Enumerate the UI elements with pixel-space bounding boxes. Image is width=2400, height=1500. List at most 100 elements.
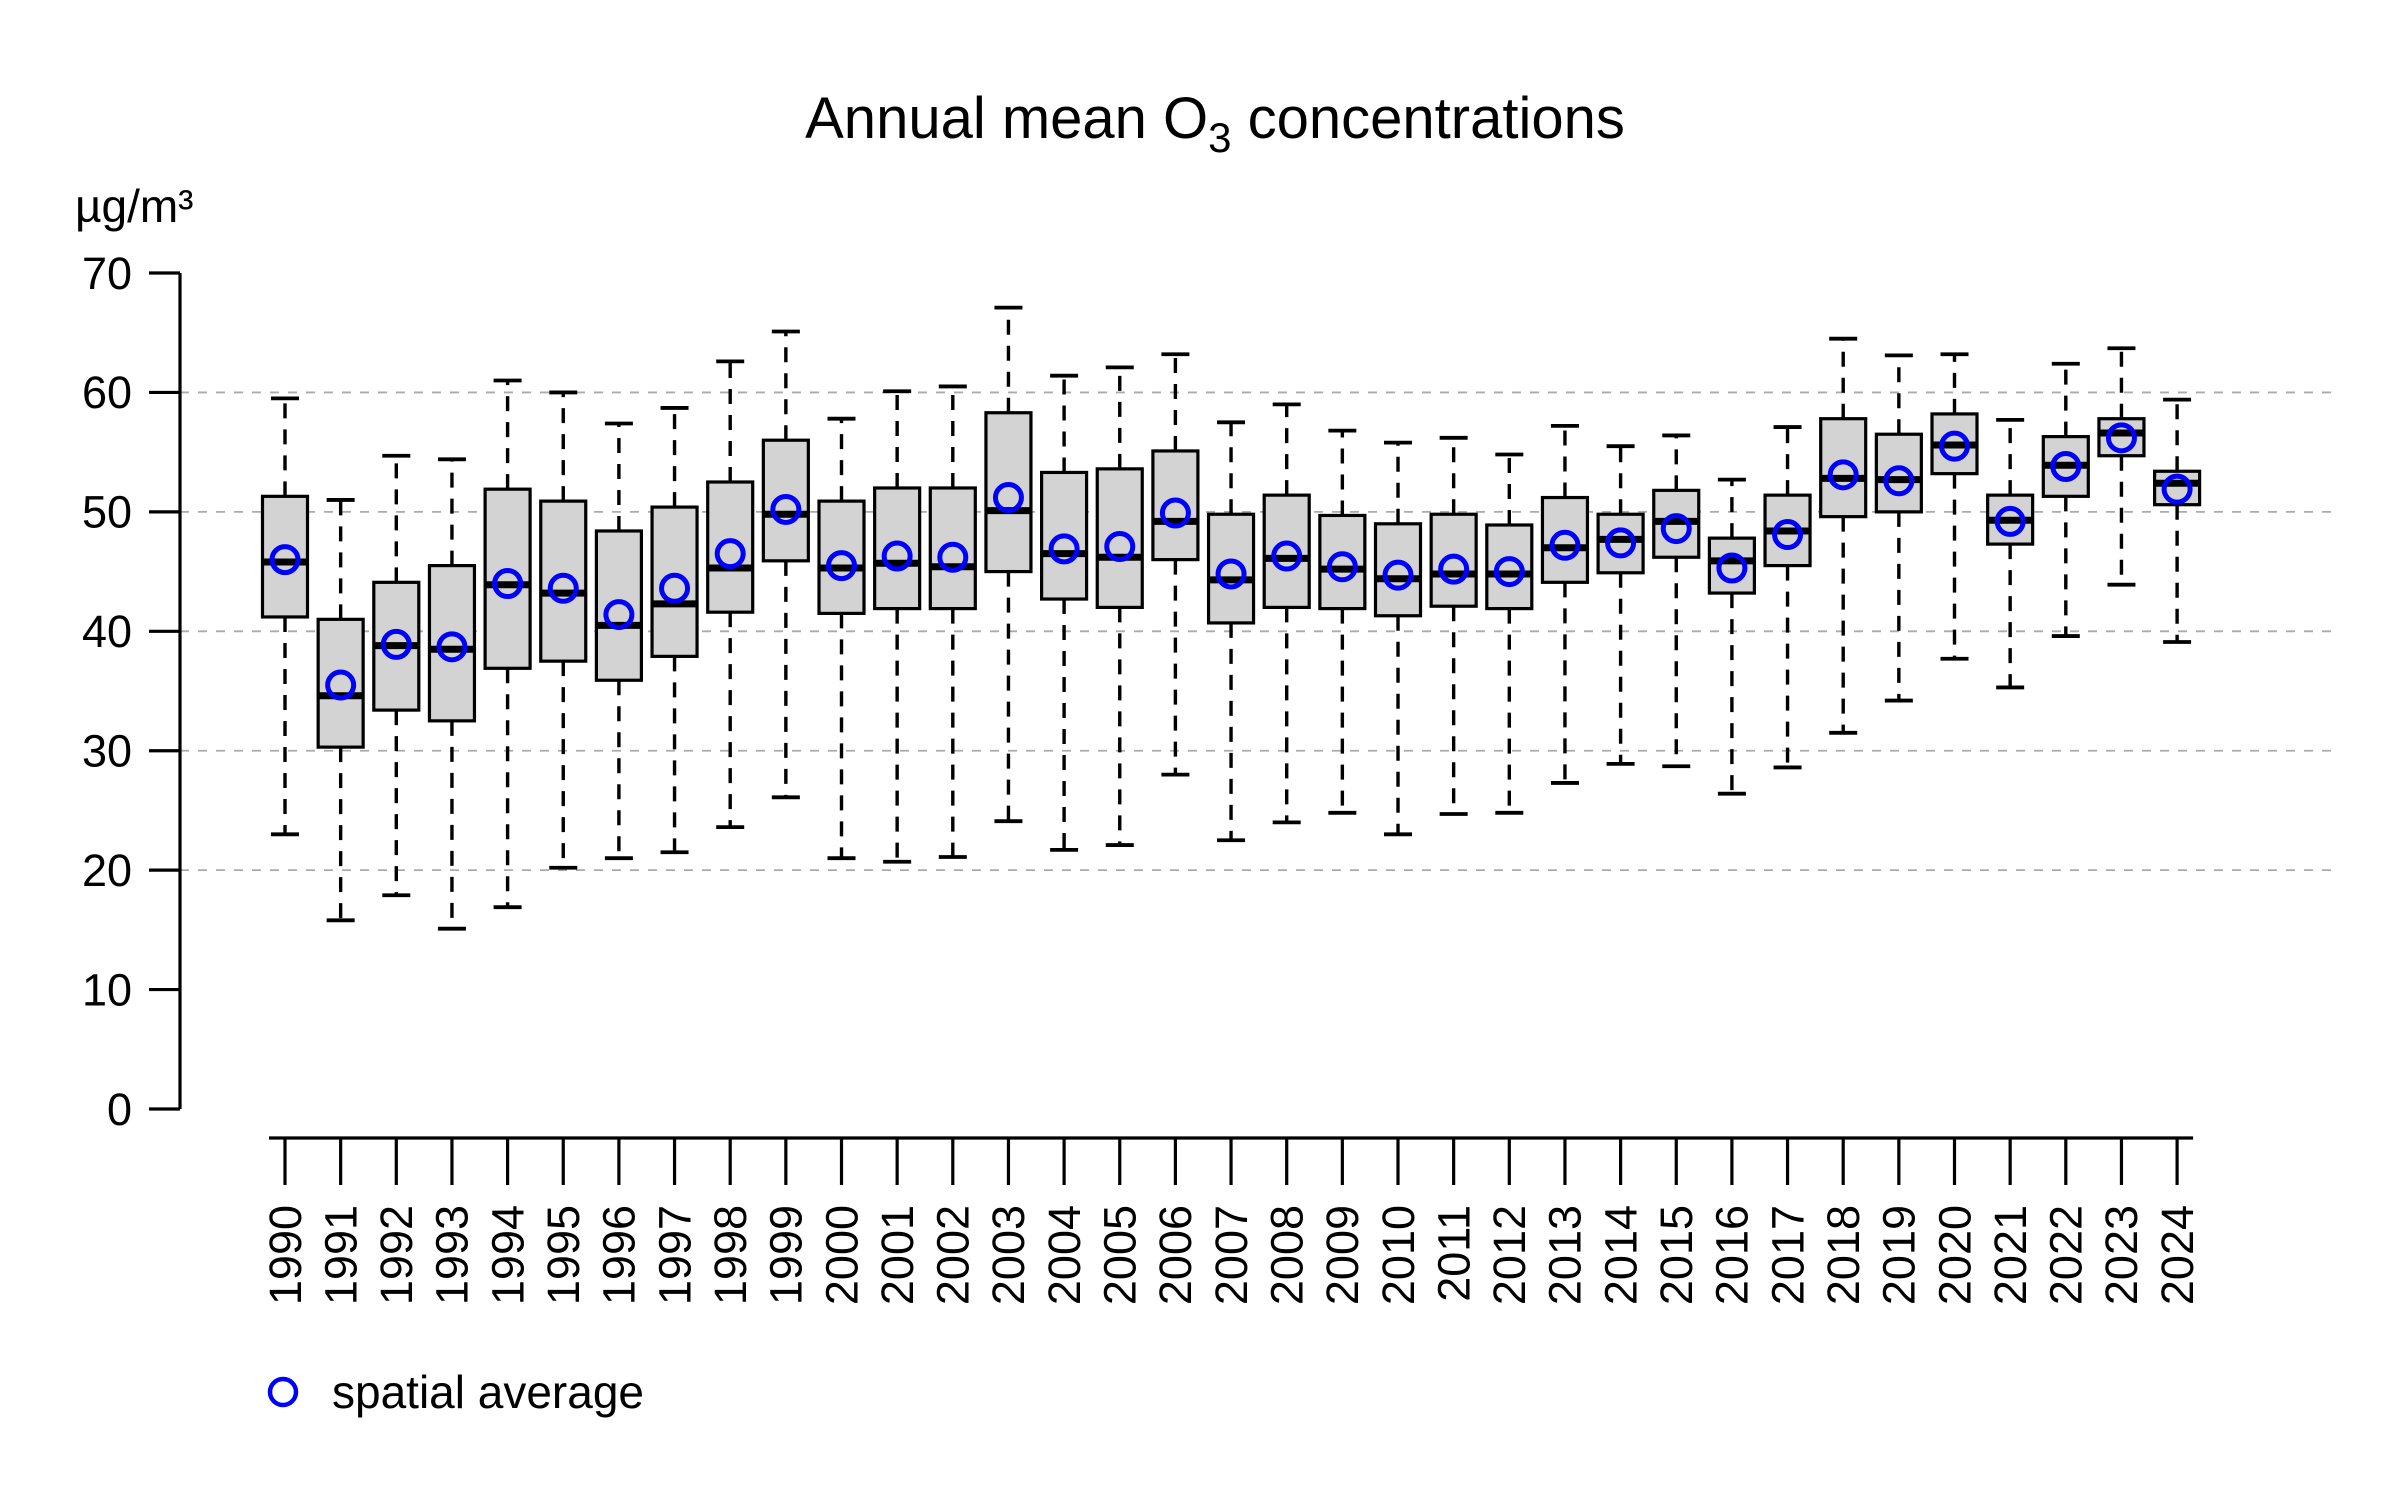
iqr-box bbox=[817, 499, 866, 615]
iqr-box bbox=[1429, 512, 1478, 608]
y-axis: 0 10 20 30 40 50 60 70 bbox=[82, 248, 182, 1135]
iqr-box bbox=[1596, 512, 1645, 575]
mean-marker bbox=[2161, 473, 2193, 505]
x-tick-label-1999: 1999 bbox=[761, 1205, 812, 1305]
x-tick-label-2021: 2021 bbox=[1985, 1205, 2036, 1305]
y-tick-label-30: 30 bbox=[82, 725, 132, 776]
boxplot-2016 bbox=[1707, 477, 1757, 796]
boxplot-2013 bbox=[1540, 423, 1590, 785]
mean-marker bbox=[1605, 527, 1637, 559]
x-tick-label-2015: 2015 bbox=[1651, 1205, 1702, 1305]
boxplot-1998 bbox=[706, 359, 755, 830]
x-tick-label-2020: 2020 bbox=[1929, 1205, 1980, 1305]
iqr-box bbox=[1151, 449, 1200, 562]
iqr-box bbox=[1485, 523, 1534, 611]
chart-title-prefix: Annual mean O bbox=[805, 86, 1208, 151]
x-tick-label-1995: 1995 bbox=[538, 1205, 589, 1305]
mean-marker bbox=[1994, 505, 2026, 537]
mean-marker bbox=[269, 544, 301, 576]
mean-marker bbox=[714, 538, 746, 570]
boxplot-2009 bbox=[1318, 428, 1367, 815]
iqr-box bbox=[1095, 467, 1144, 610]
boxplot-2006 bbox=[1151, 352, 1200, 777]
x-tick-label-2005: 2005 bbox=[1095, 1205, 1146, 1305]
x-tick-label-1998: 1998 bbox=[705, 1205, 756, 1305]
iqr-box bbox=[483, 487, 532, 670]
iqr-box bbox=[1318, 513, 1367, 611]
y-tick-label-60: 60 bbox=[82, 367, 132, 418]
x-axis: 1990 1991 1992 1993 1994 1995 1996 1997 1998 1999… bbox=[260, 1136, 2203, 1305]
mean-marker bbox=[436, 631, 468, 663]
chart-title-suffix: concentrations bbox=[1232, 86, 1625, 151]
boxplot-2010 bbox=[1373, 440, 1423, 837]
chart-title: Annual mean O3 concentrations bbox=[805, 86, 1625, 161]
mean-marker bbox=[547, 572, 579, 604]
x-tick-label-2012: 2012 bbox=[1484, 1205, 1535, 1305]
boxplot-2012 bbox=[1485, 452, 1534, 815]
x-tick-label-2017: 2017 bbox=[1762, 1205, 1813, 1305]
legend-mean-marker-icon bbox=[267, 1376, 299, 1408]
boxplot-1999 bbox=[761, 329, 810, 800]
boxplot-1992 bbox=[372, 453, 421, 898]
boxplot-1994 bbox=[483, 378, 532, 910]
x-tick-label-2002: 2002 bbox=[928, 1205, 979, 1305]
x-tick-label-2013: 2013 bbox=[1540, 1205, 1591, 1305]
x-tick-label-2003: 2003 bbox=[983, 1205, 1034, 1305]
boxplot-2015 bbox=[1652, 433, 1701, 769]
boxplot-2020 bbox=[1930, 352, 1979, 661]
x-tick-label-1996: 1996 bbox=[594, 1205, 645, 1305]
iqr-box bbox=[260, 494, 310, 619]
iqr-box bbox=[1262, 493, 1311, 610]
iqr-box bbox=[1540, 495, 1590, 584]
y-tick-label-40: 40 bbox=[82, 606, 132, 657]
iqr-box bbox=[539, 499, 588, 663]
mean-marker bbox=[1493, 556, 1525, 588]
x-tick-label-2004: 2004 bbox=[1039, 1205, 1090, 1305]
boxplot-series bbox=[260, 305, 2202, 931]
x-tick-label-2001: 2001 bbox=[872, 1205, 923, 1305]
boxplot-1991 bbox=[316, 498, 365, 923]
mean-marker bbox=[603, 599, 635, 631]
mean-marker bbox=[1883, 465, 1915, 497]
boxplot-2007 bbox=[1206, 420, 1256, 843]
x-tick-label-2000: 2000 bbox=[816, 1205, 867, 1305]
x-tick-label-2006: 2006 bbox=[1150, 1205, 1201, 1305]
x-tick-label-2014: 2014 bbox=[1595, 1205, 1646, 1305]
y-tick-label-50: 50 bbox=[82, 487, 132, 538]
iqr-box bbox=[706, 480, 755, 614]
iqr-box bbox=[650, 505, 699, 658]
iqr-box bbox=[984, 411, 1033, 574]
boxplot-2017 bbox=[1763, 425, 1812, 770]
y-tick-label-0: 0 bbox=[107, 1084, 132, 1135]
boxplot-2008 bbox=[1262, 402, 1311, 825]
iqr-box bbox=[1707, 536, 1757, 595]
mean-marker bbox=[770, 493, 802, 525]
x-tick-label-1992: 1992 bbox=[371, 1205, 422, 1305]
boxplot-2002 bbox=[928, 384, 977, 859]
mean-marker bbox=[1048, 533, 1080, 565]
x-tick-label-2008: 2008 bbox=[1261, 1205, 1312, 1305]
mean-marker bbox=[937, 541, 969, 573]
mean-marker bbox=[492, 568, 524, 600]
iqr-box bbox=[1373, 522, 1423, 618]
x-tick-label-2018: 2018 bbox=[1818, 1205, 1869, 1305]
mean-marker bbox=[1438, 553, 1470, 585]
mean-marker bbox=[1382, 559, 1414, 591]
x-tick-label-2022: 2022 bbox=[2041, 1205, 2092, 1305]
mean-marker bbox=[1326, 551, 1358, 583]
x-tick-label-2023: 2023 bbox=[2096, 1205, 2147, 1305]
chart-title-subscript: 3 bbox=[1208, 114, 1231, 161]
boxplot-2023 bbox=[2097, 346, 2146, 587]
mean-marker bbox=[1159, 497, 1191, 529]
y-tick-label-10: 10 bbox=[82, 964, 132, 1015]
x-tick-label-2007: 2007 bbox=[1206, 1205, 1257, 1305]
iqr-box bbox=[761, 438, 810, 563]
x-tick-label-1990: 1990 bbox=[260, 1205, 311, 1305]
mean-marker bbox=[1104, 530, 1136, 562]
x-tick-label-2009: 2009 bbox=[1317, 1205, 1368, 1305]
mean-marker bbox=[826, 550, 857, 582]
mean-marker bbox=[659, 572, 691, 604]
boxplot-2003 bbox=[984, 305, 1033, 824]
iqr-box bbox=[873, 486, 922, 611]
boxplot-1996 bbox=[594, 421, 644, 861]
